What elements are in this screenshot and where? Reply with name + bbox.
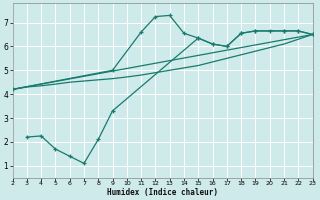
X-axis label: Humidex (Indice chaleur): Humidex (Indice chaleur)	[107, 188, 218, 197]
